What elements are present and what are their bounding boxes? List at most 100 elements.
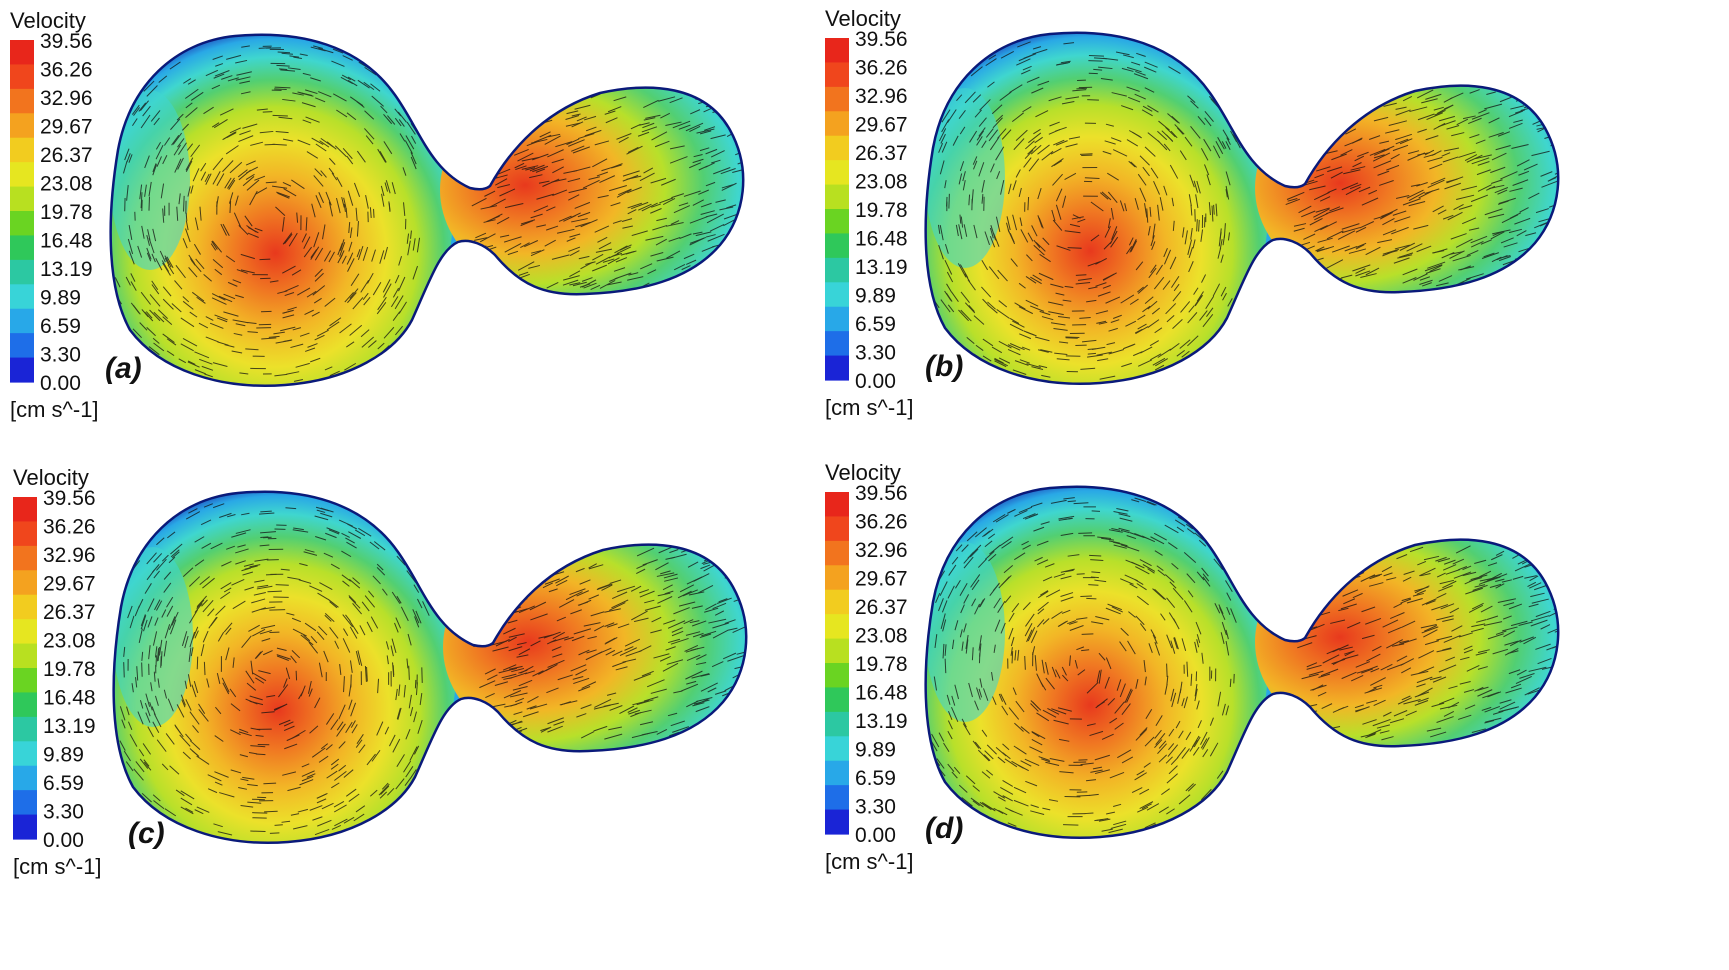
domain-outline (109, 33, 745, 387)
colorbar-tick-label: 23.08 (40, 173, 93, 196)
panel-svg: Velocity 39.56 36.26 32.96 29.67 26.37 23.08 1… (825, 460, 1560, 874)
colorbar-tick-label: 32.96 (40, 87, 93, 110)
colorbar-tick-label: 13.19 (40, 258, 93, 281)
colorbar-segment (825, 809, 849, 835)
colorbar (825, 38, 849, 381)
colorbar-tick-label: 29.67 (855, 568, 908, 591)
colorbar-segment (825, 516, 849, 542)
velocity-field (924, 31, 1560, 385)
tick-labels: 39.56 36.26 32.96 29.67 26.37 23.08 19.78 16.48… (43, 487, 96, 852)
colorbar-tick-label: 0.00 (855, 370, 896, 393)
colorbar-segment (825, 62, 849, 88)
colorbar-tick-label: 16.48 (40, 230, 93, 253)
legend-title: Velocity (13, 465, 89, 490)
colorbar-tick-label: 26.37 (855, 142, 908, 165)
colorbar-segment (13, 643, 37, 669)
colorbar-tick-label: 0.00 (855, 824, 896, 847)
recirculation-zone (110, 90, 190, 270)
colorbar-tick-label: 6.59 (855, 313, 896, 336)
colorbar-segment (10, 308, 34, 334)
panel-a: Velocity 39.56 36.26 32.96 29.67 26.37 23.08 1… (0, 0, 864, 485)
colorbar-segment (10, 259, 34, 285)
colorbar-tick-label: 26.37 (40, 144, 93, 167)
flow-domain (110, 34, 744, 386)
colorbar-tick-label: 36.26 (40, 59, 93, 82)
panel-b: Velocity 39.56 36.26 32.96 29.67 26.37 23.08 1… (815, 0, 1679, 483)
velocity-vectors (927, 37, 1559, 384)
colorbar-tick-label: 23.08 (855, 171, 908, 194)
colorbar-tick-label: 26.37 (43, 601, 96, 624)
colorbar-segment (825, 306, 849, 332)
colorbar-segment (13, 741, 37, 767)
colorbar-tick-label: 36.26 (43, 516, 96, 539)
colorbar-tick-label: 9.89 (855, 739, 896, 762)
flow-domain (113, 491, 747, 843)
colorbar-tick-label: 13.19 (855, 256, 908, 279)
right-lobe-contour (1255, 68, 1559, 308)
colorbar-segment (825, 663, 849, 689)
domain-outline (924, 31, 1560, 385)
legend-title: Velocity (825, 460, 901, 485)
colorbar-segment (825, 86, 849, 112)
colorbar-segment (10, 235, 34, 261)
colorbar-segment (10, 357, 34, 383)
colorbar-tick-label: 6.59 (40, 315, 81, 338)
colorbar-segment (825, 540, 849, 566)
colorbar-segment (825, 614, 849, 640)
flow-domain (925, 486, 1559, 838)
colorbar-tick-label: 39.56 (855, 28, 908, 51)
colorbar-tick-label: 36.26 (855, 57, 908, 80)
velocity-field (112, 490, 748, 844)
colorbar-segment (13, 814, 37, 840)
colorbar-tick-label: 32.96 (855, 85, 908, 108)
colorbar-tick-label: 26.37 (855, 596, 908, 619)
colorbar-tick-label: 36.26 (855, 511, 908, 534)
colorbar-segment (825, 135, 849, 161)
colorbar-tick-label: 3.30 (43, 801, 84, 824)
colorbar-segment (825, 184, 849, 210)
colorbar-tick-label: 32.96 (43, 544, 96, 567)
colorbar-segment (13, 765, 37, 791)
legend-title: Velocity (10, 8, 86, 33)
panel-label: (c) (128, 817, 165, 850)
colorbar-tick-label: 16.48 (855, 682, 908, 705)
colorbar-tick-label: 23.08 (43, 630, 96, 653)
recirculation-zone (925, 88, 1005, 268)
colorbar-segment (825, 760, 849, 786)
colorbar-segment (13, 668, 37, 694)
colorbar-segment (825, 687, 849, 713)
colorbar-tick-label: 29.67 (855, 114, 908, 137)
colorbar-segment (10, 284, 34, 310)
colorbar-tick-label: 3.30 (855, 796, 896, 819)
colorbar-tick-label: 19.78 (40, 201, 93, 224)
colorbar-tick-label: 19.78 (855, 199, 908, 222)
colorbar-segment (825, 331, 849, 357)
colorbar-segment (13, 716, 37, 742)
colorbar-segment (13, 545, 37, 571)
colorbar-segment (825, 355, 849, 381)
legend-unit: [cm s^-1] (825, 849, 914, 874)
colorbar-tick-label: 39.56 (43, 487, 96, 510)
colorbar-tick-label: 13.19 (855, 710, 908, 733)
colorbar-tick-label: 19.78 (43, 658, 96, 681)
colorbar-segment (825, 111, 849, 137)
legend-unit: [cm s^-1] (825, 395, 914, 420)
colorbar-tick-label: 23.08 (855, 625, 908, 648)
colorbar-segment (13, 521, 37, 547)
colorbar-tick-label: 16.48 (43, 687, 96, 710)
colorbar-tick-label: 0.00 (40, 372, 81, 395)
colorbar-tick-label: 6.59 (43, 772, 84, 795)
panel-svg: Velocity 39.56 36.26 32.96 29.67 26.37 23.08 1… (825, 6, 1560, 420)
colorbar-tick-label: 6.59 (855, 767, 896, 790)
colorbar-segment (825, 209, 849, 235)
colorbar-segment (10, 162, 34, 188)
colorbar-segment (825, 736, 849, 762)
colorbar-segment (13, 790, 37, 816)
colorbar-segment (13, 497, 37, 523)
colorbar (10, 40, 34, 383)
panel-svg: Velocity 39.56 36.26 32.96 29.67 26.37 23.08 1… (10, 8, 745, 422)
panel-svg: Velocity 39.56 36.26 32.96 29.67 26.37 23.08 1… (13, 465, 748, 879)
recirculation-zone (925, 542, 1005, 722)
colorbar-tick-label: 39.56 (855, 482, 908, 505)
colorbar-segment (10, 333, 34, 359)
